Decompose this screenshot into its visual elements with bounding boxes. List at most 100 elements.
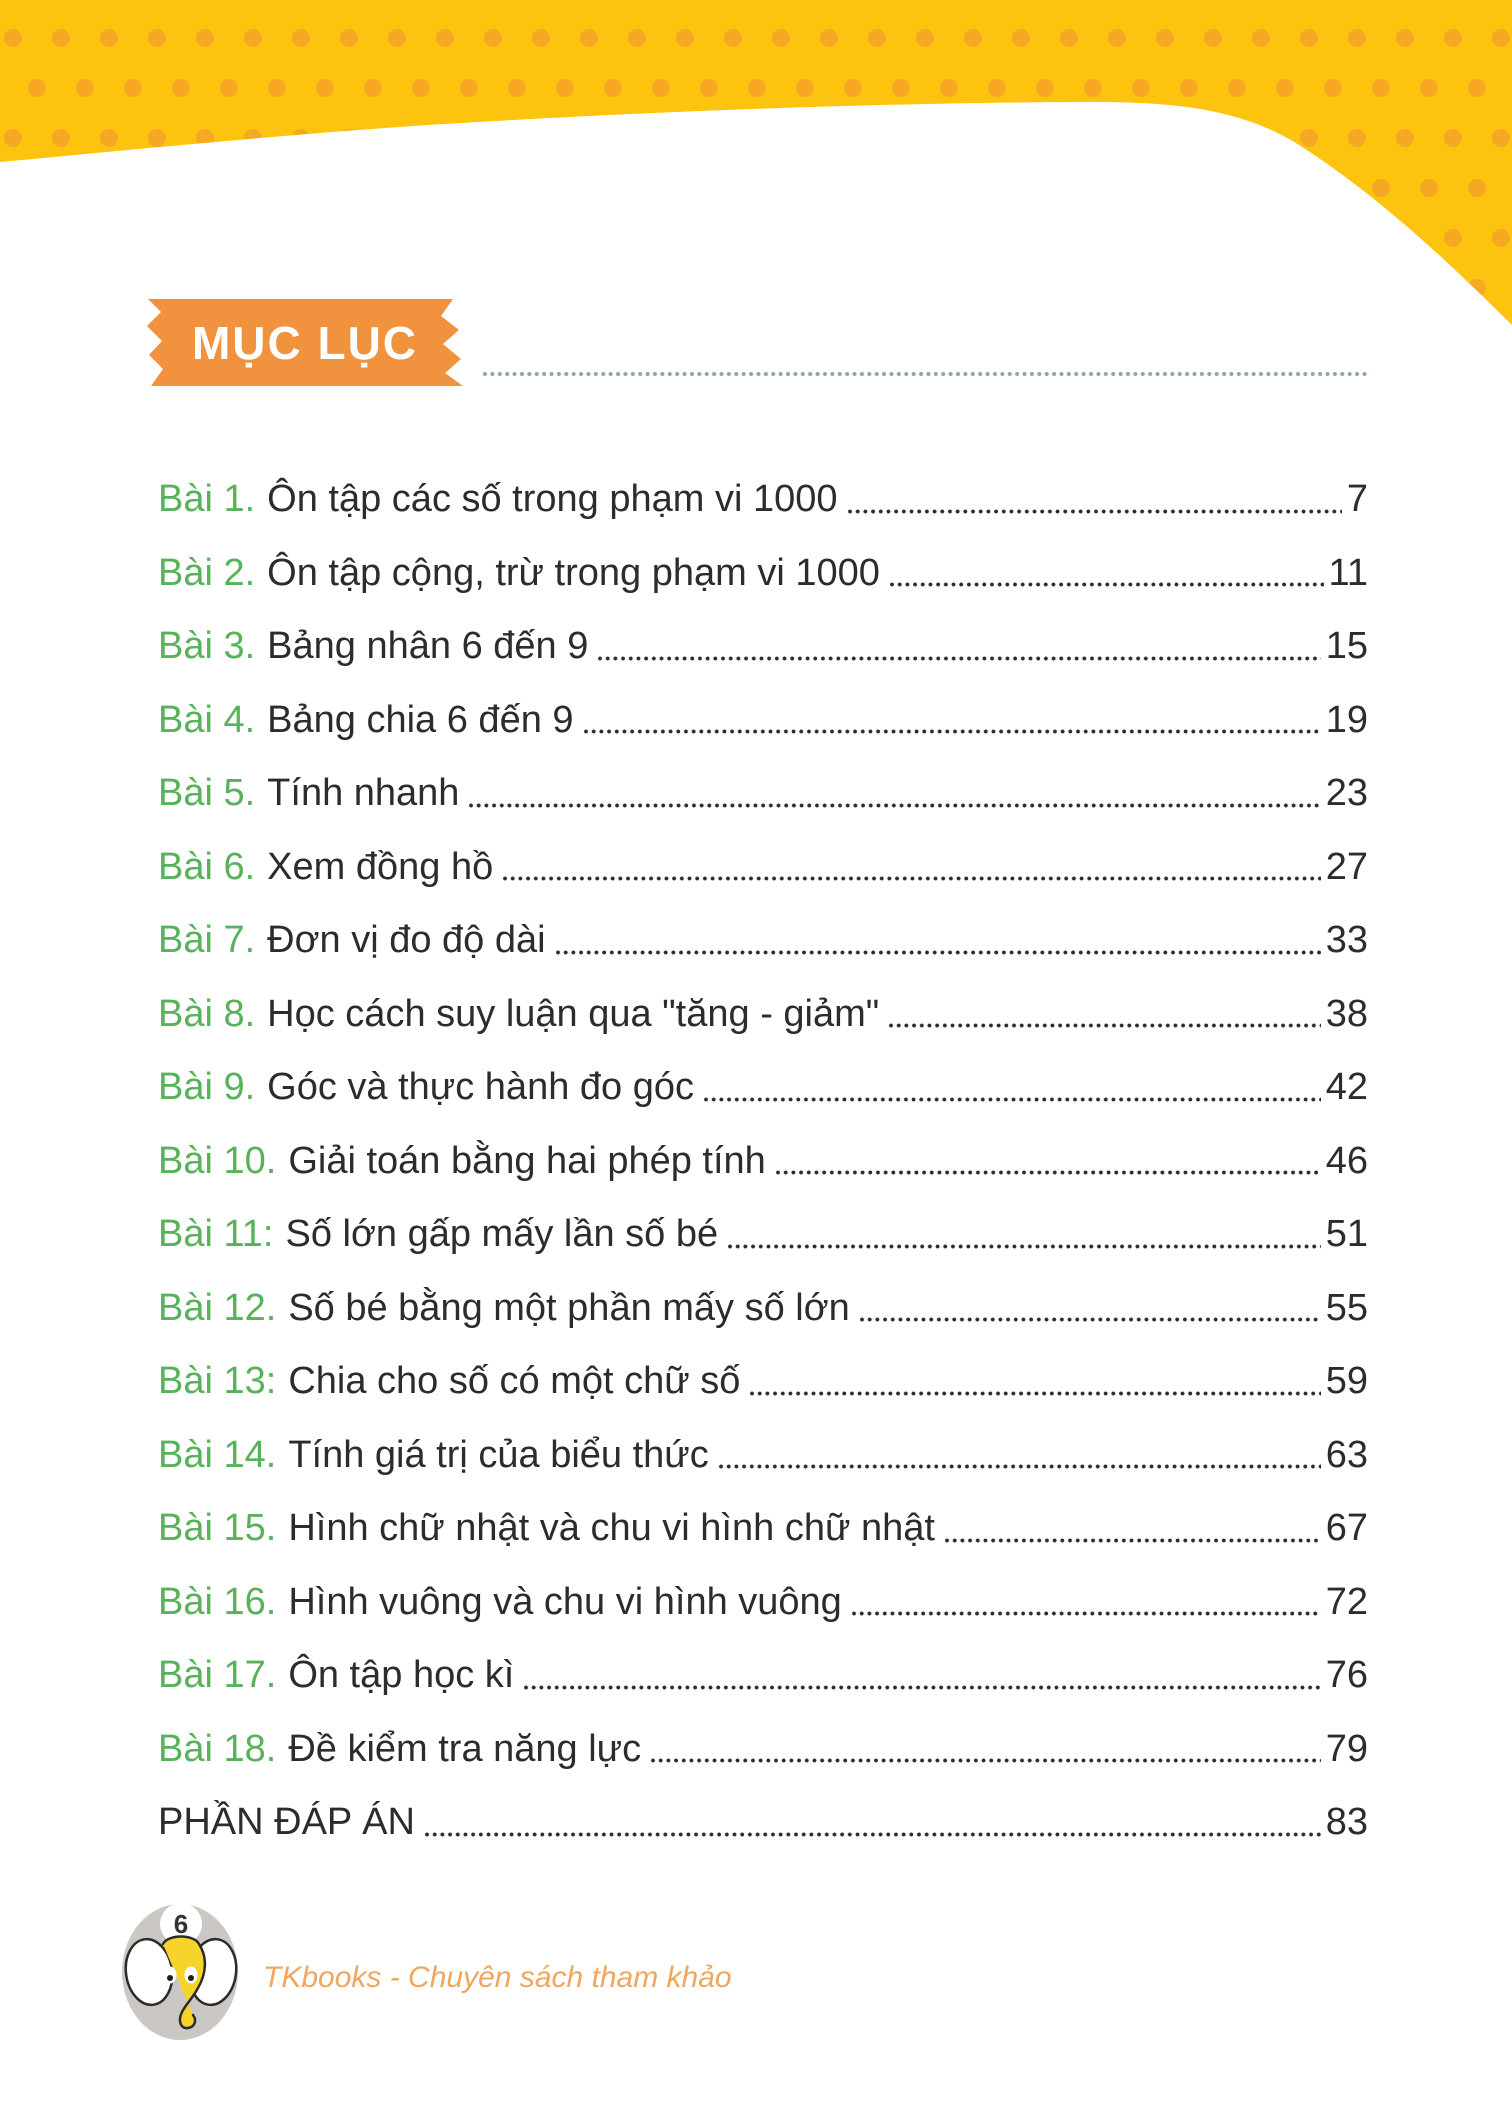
toc-lesson-title: Xem đồng hồ <box>267 845 494 888</box>
muc-luc-ribbon: MỤC LỤC <box>147 299 463 386</box>
toc-dot-leader <box>727 1243 1321 1249</box>
toc-lesson-title: Hình chữ nhật và chu vi hình chữ nhật <box>288 1507 935 1549</box>
toc-lesson-title: Tính nhanh <box>267 772 460 814</box>
toc-lesson-title: Học cách suy luận qua "tăng - giảm" <box>267 992 880 1035</box>
toc-page-number: 76 <box>1325 1654 1368 1696</box>
toc-row: Bài 15. Hình chữ nhật và chu vi hình chữ… <box>158 1492 1368 1566</box>
toc-row: Bài 16. Hình vuông và chu vi hình vuông … <box>158 1566 1368 1640</box>
toc-dot-leader <box>717 1464 1321 1469</box>
toc-lesson-title: Đề kiểm tra năng lực <box>288 1727 642 1770</box>
toc-lesson-label: Bài 14. <box>158 1433 277 1476</box>
toc-row: Bài 3. Bảng nhân 6 đến 9 15 <box>158 610 1368 684</box>
toc-page-number: 83 <box>1325 1801 1368 1843</box>
toc-row: Bài 13: Chia cho số có một chữ số 59 <box>158 1345 1368 1419</box>
toc-page-number: 67 <box>1325 1507 1368 1549</box>
toc-lesson-label: Bài 8. <box>158 992 256 1035</box>
page-number-badge <box>160 1903 202 1945</box>
toc-lesson-title: PHẦN ĐÁP ÁN <box>158 1801 415 1843</box>
footer-page-number: 6 <box>174 1909 188 1939</box>
toc-dot-leader <box>774 1170 1321 1175</box>
toc-page-number: 72 <box>1325 1580 1368 1623</box>
toc-row: Bài 7. Đơn vị đo độ dài 33 <box>158 904 1368 978</box>
toc-row: Bài 1. Ôn tập các số trong phạm vi 1000 … <box>158 463 1368 537</box>
toc-lesson-label: Bài 12. <box>158 1286 277 1329</box>
toc-dot-leader <box>502 876 1321 881</box>
toc-page-number: 59 <box>1325 1360 1368 1402</box>
toc-row: Bài 6. Xem đồng hồ 27 <box>158 831 1368 905</box>
toc-row: PHẦN ĐÁP ÁN 83 <box>158 1786 1368 1860</box>
toc-lesson-label: Bài 6. <box>158 845 256 888</box>
toc-dot-leader <box>423 1831 1321 1837</box>
toc-lesson-label: Bài 16. <box>158 1580 277 1623</box>
toc-row: Bài 10. Giải toán bằng hai phép tính 46 <box>158 1125 1368 1199</box>
toc-dot-leader <box>554 949 1321 955</box>
toc-lesson-label: Bài 2. <box>158 551 256 594</box>
toc-row: Bài 2. Ôn tập cộng, trừ trong phạm vi 10… <box>158 537 1368 611</box>
toc-lesson-label: Bài 13: <box>158 1360 277 1402</box>
toc-dot-leader <box>703 1096 1321 1102</box>
toc-lesson-title: Hình vuông và chu vi hình vuông <box>288 1580 842 1623</box>
toc-page-number: 7 <box>1346 478 1368 520</box>
toc-page-number: 63 <box>1325 1433 1368 1476</box>
toc-lesson-title: Bảng chia 6 đến 9 <box>267 698 574 741</box>
toc-lesson-label: Bài 18. <box>158 1727 277 1770</box>
toc-page-number: 11 <box>1328 551 1368 594</box>
toc-page-number: 23 <box>1325 772 1368 814</box>
toc-page-number: 42 <box>1325 1066 1368 1108</box>
toc-page-number: 19 <box>1325 698 1368 741</box>
toc-dot-leader <box>650 1758 1321 1763</box>
toc-page-number: 55 <box>1325 1286 1368 1329</box>
toc-page-number: 51 <box>1325 1213 1368 1255</box>
header-dotted-separator <box>482 371 1370 377</box>
toc-lesson-label: Bài 7. <box>158 919 256 961</box>
header-decoration-wave-icon <box>0 0 1512 325</box>
elephant-mascot-icon: 6 <box>122 1903 238 2040</box>
toc-page-number: 27 <box>1325 845 1368 888</box>
toc-page-number: 38 <box>1325 992 1368 1035</box>
toc-lesson-label: Bài 9. <box>158 1066 256 1108</box>
toc-lesson-title: Số bé bằng một phần mấy số lớn <box>288 1286 850 1329</box>
toc-row: Bài 11: Số lớn gấp mấy lần số bé 51 <box>158 1198 1368 1272</box>
toc-lesson-title: Bảng nhân 6 đến 9 <box>267 625 589 667</box>
toc-lesson-label: Bài 5. <box>158 772 256 814</box>
toc-dot-leader <box>858 1317 1321 1322</box>
toc-lesson-title: Ôn tập cộng, trừ trong phạm vi 1000 <box>267 551 880 594</box>
toc-row: Bài 12. Số bé bằng một phần mấy số lớn 5… <box>158 1272 1368 1346</box>
toc-row: Bài 5. Tính nhanh 23 <box>158 757 1368 831</box>
toc-row: Bài 8. Học cách suy luận qua "tăng - giả… <box>158 978 1368 1052</box>
toc-lesson-title: Chia cho số có một chữ số <box>288 1360 741 1402</box>
toc-dot-leader <box>749 1390 1321 1396</box>
toc-lesson-title: Ôn tập học kì <box>288 1654 515 1696</box>
brand-text: TKbooks - Chuyên sách tham khảo <box>263 1961 732 1994</box>
toc-lesson-label: Bài 4. <box>158 698 256 741</box>
toc-row: Bài 14. Tính giá trị của biểu thức 63 <box>158 1419 1368 1493</box>
toc-lesson-title: Đơn vị đo độ dài <box>267 919 546 961</box>
toc-page-number: 33 <box>1325 919 1368 961</box>
toc-page-number: 46 <box>1325 1139 1368 1182</box>
toc-lesson-label: Bài 17. <box>158 1654 277 1696</box>
toc-lesson-title: Số lớn gấp mấy lần số bé <box>285 1213 719 1255</box>
toc-lesson-label: Bài 11: <box>158 1213 274 1255</box>
toc-dot-leader <box>888 582 1324 587</box>
toc-row: Bài 18. Đề kiểm tra năng lực 79 <box>158 1713 1368 1787</box>
toc-dot-leader <box>846 508 1342 514</box>
toc-lesson-label: Bài 15. <box>158 1507 277 1549</box>
toc-lesson-title: Ôn tập các số trong phạm vi 1000 <box>267 478 838 520</box>
toc-dot-leader <box>523 1684 1321 1690</box>
toc-row: Bài 9. Góc và thực hành đo góc 42 <box>158 1051 1368 1125</box>
toc-lesson-title: Tính giá trị của biểu thức <box>288 1433 709 1476</box>
toc-lesson-title: Giải toán bằng hai phép tính <box>288 1139 766 1182</box>
toc-lesson-title: Góc và thực hành đo góc <box>267 1066 694 1108</box>
toc-dot-leader <box>468 802 1321 808</box>
table-of-contents: Bài 1. Ôn tập các số trong phạm vi 1000 … <box>158 463 1368 1860</box>
toc-lesson-label: Bài 10. <box>158 1139 277 1182</box>
toc-dot-leader <box>597 655 1321 661</box>
toc-dot-leader <box>850 1611 1321 1616</box>
toc-lesson-label: Bài 3. <box>158 625 256 667</box>
toc-dot-leader <box>943 1537 1321 1543</box>
toc-dot-leader <box>888 1023 1321 1028</box>
toc-dot-leader <box>582 729 1321 734</box>
page-title: MỤC LỤC <box>191 317 419 369</box>
toc-row: Bài 17. Ôn tập học kì 76 <box>158 1639 1368 1713</box>
toc-lesson-label: Bài 1. <box>158 478 256 520</box>
